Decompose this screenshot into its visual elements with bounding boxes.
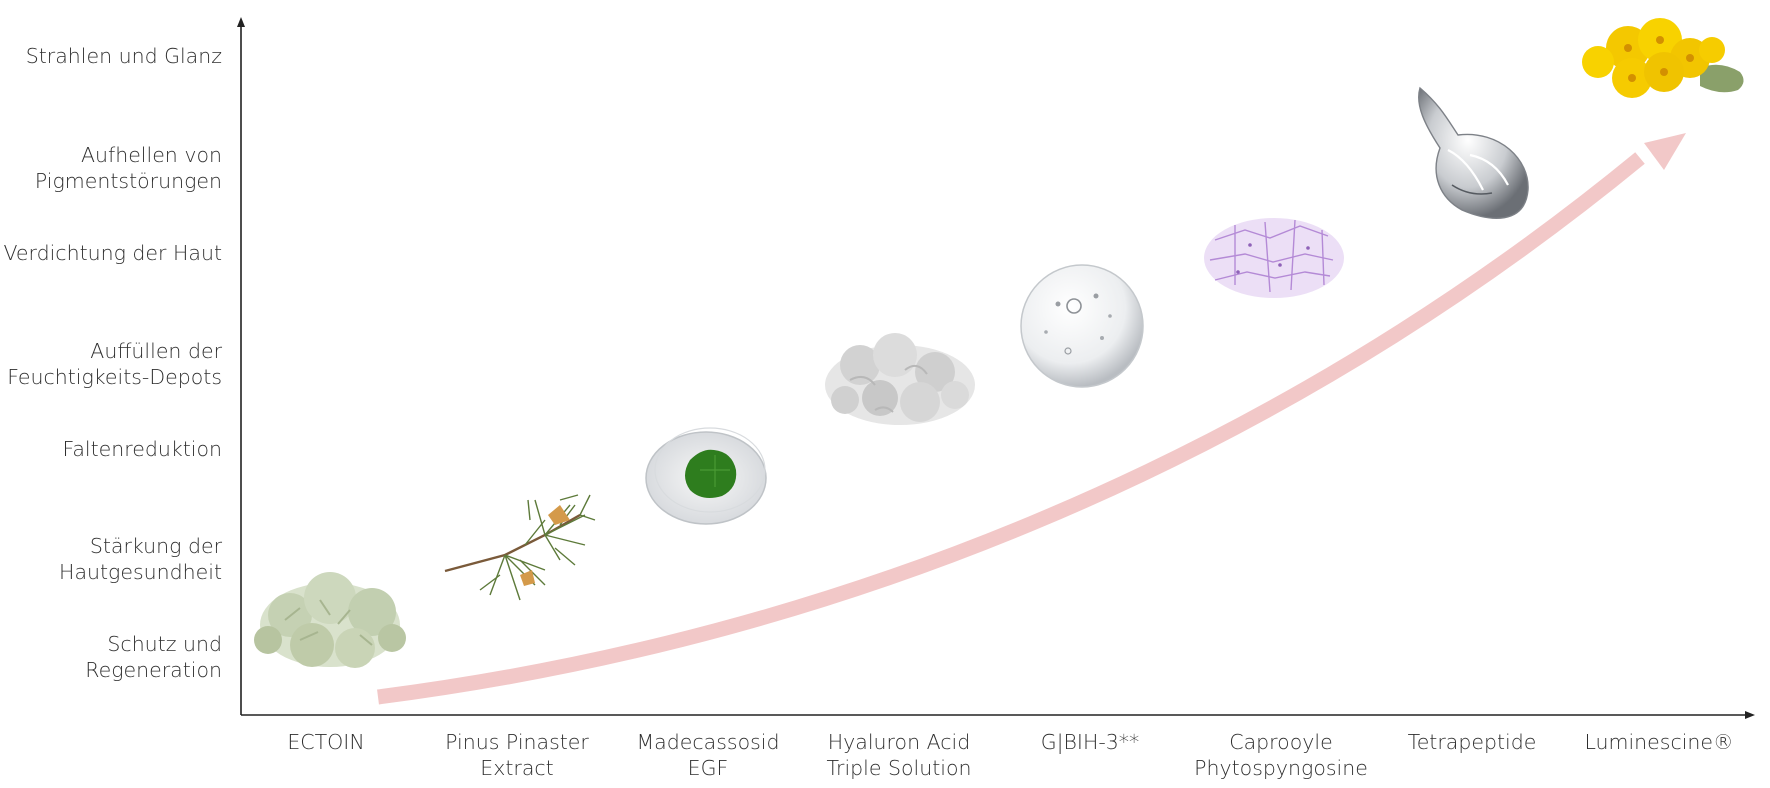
yellow-flowers-icon [1582, 18, 1744, 98]
benefit-label: Stärkung der Hautgesundheit [59, 533, 222, 585]
ingredient-line: G|BIH-3** [1040, 730, 1140, 754]
benefit-line: Schutz und [107, 632, 222, 656]
ingredient-label: Madecassosid EGF [603, 729, 813, 781]
y-axis-arrowhead [237, 17, 245, 27]
benefit-line: Hautgesundheit [59, 560, 222, 584]
ingredient-label: Pinus Pinaster Extract [412, 729, 622, 781]
benefit-line: Verdichtung der Haut [3, 241, 222, 265]
ingredient-line: Pinus Pinaster [445, 730, 589, 754]
pine-branch-icon [444, 494, 596, 601]
ingredient-line: Tetrapeptide [1407, 730, 1537, 754]
ingredient-label: Tetrapeptide [1367, 729, 1577, 755]
benefit-line: Auffüllen der [90, 339, 222, 363]
ingredient-label: Hyaluron Acid Triple Solution [794, 729, 1004, 781]
ingredient-line: Madecassosid [636, 730, 780, 754]
cell-structure-icon [1204, 218, 1344, 298]
ingredient-line: EGF [687, 756, 729, 780]
benefit-line: Regeneration [85, 658, 222, 682]
powder-icon [825, 333, 975, 425]
ingredient-line: ECTOIN [287, 730, 365, 754]
water-drop-icon [1418, 86, 1529, 219]
ingredient-line: Hyaluron Acid [827, 730, 971, 754]
benefit-line: Feuchtigkeits-Depots [7, 365, 222, 389]
ingredient-label: G|BIH-3** [985, 729, 1195, 755]
benefit-label: Faltenreduktion [62, 436, 222, 462]
benefit-line: Strahlen und Glanz [25, 44, 222, 68]
petri-dish-leaf-icon [645, 427, 767, 525]
ingredient-label: Luminescine® [1554, 729, 1764, 755]
benefit-line: Stärkung der [89, 534, 222, 558]
x-axis-arrowhead [1745, 711, 1755, 719]
ingredient-line: Triple Solution [826, 756, 972, 780]
ingredient-line: Caprooyle [1229, 730, 1333, 754]
ingredient-line: Extract [480, 756, 554, 780]
benefit-label: Verdichtung der Haut [3, 240, 222, 266]
ingredient-label: ECTOIN [221, 729, 431, 755]
trend-arrowhead [1644, 133, 1686, 170]
benefit-line: Aufhellen von [80, 143, 222, 167]
gel-sphere-icon [1020, 264, 1144, 388]
benefit-label: Aufhellen von Pigmentstörungen [35, 142, 222, 194]
benefit-label: Strahlen und Glanz [26, 43, 222, 69]
ingredient-line: Luminescine® [1584, 730, 1734, 754]
benefit-label: Auffüllen der Feuchtigkeits-Depots [7, 338, 222, 390]
benefit-line: Pigmentstörungen [34, 169, 222, 193]
trend-arrow [377, 152, 1645, 705]
ingredient-line: Phytospyngosine [1194, 756, 1368, 780]
ingredient-label: Caprooyle Phytospyngosine [1176, 729, 1386, 781]
lichen-icon [254, 572, 406, 668]
benefit-line: Faltenreduktion [62, 437, 222, 461]
benefit-label: Schutz und Regeneration [85, 631, 222, 683]
